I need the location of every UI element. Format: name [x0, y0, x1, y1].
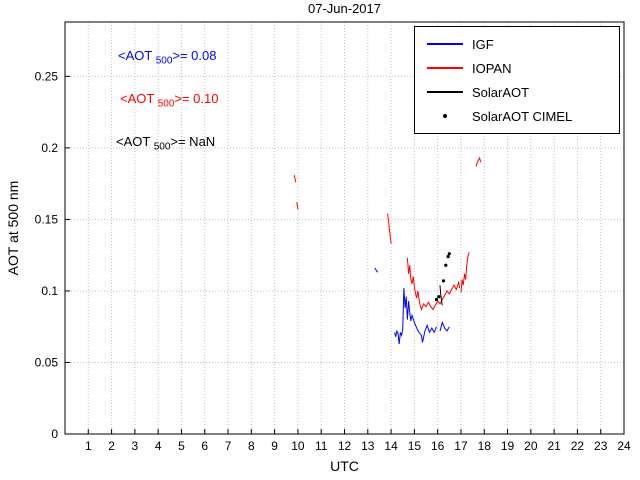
- annotation-subscript: 500: [157, 98, 175, 110]
- x-tick-label: 10: [291, 439, 305, 453]
- series-line-igf: [439, 320, 450, 332]
- series-dot-solaraot-cimel: [441, 279, 446, 283]
- annotation-solaraot-mean: <AOT 500>= NaN: [116, 134, 215, 153]
- series-line-iopan: [460, 252, 470, 293]
- x-tick-label: 5: [178, 439, 185, 453]
- series-line-igf: [374, 267, 379, 273]
- annotation-subscript: 500: [153, 141, 171, 153]
- annotation-text: >= 0.10: [174, 91, 219, 106]
- y-axis-label: AOT at 500 nm: [5, 180, 21, 276]
- annotation-text: <AOT: [120, 91, 158, 106]
- legend-item-solaraot: SolarAOT: [415, 80, 619, 104]
- legend-label: IOPAN: [472, 60, 512, 76]
- line-swatch-icon: [427, 67, 463, 69]
- line-swatch-icon: [427, 91, 463, 93]
- x-tick-label: 9: [271, 439, 278, 453]
- legend-item-igf: IGF: [415, 32, 619, 56]
- x-tick-label: 20: [524, 439, 538, 453]
- legend-box: IGF IOPAN SolarAOT SolarAOT CIMEL: [414, 26, 620, 134]
- x-tick-label: 6: [201, 439, 208, 453]
- x-tick-label: 4: [155, 439, 162, 453]
- x-tick-label: 13: [361, 439, 375, 453]
- annotation-subscript: 500: [155, 55, 173, 67]
- legend-item-iopan: IOPAN: [415, 56, 619, 80]
- x-tick-label: 7: [225, 439, 232, 453]
- annotation-text: <AOT: [116, 134, 154, 149]
- x-tick-label: 14: [384, 439, 398, 453]
- series-dot-solaraot-cimel: [434, 297, 439, 302]
- x-tick-label: 2: [108, 439, 115, 453]
- x-tick-label: 23: [594, 439, 608, 453]
- series-line-solaraot: [439, 285, 443, 306]
- y-tick-label: 0.1: [41, 284, 58, 298]
- annotation-text: <AOT: [118, 48, 156, 63]
- x-tick-label: 15: [408, 439, 422, 453]
- x-tick-label: 18: [478, 439, 492, 453]
- annotation-iopan-mean: <AOT 500>= 0.10: [120, 91, 219, 110]
- x-tick-label: 17: [454, 439, 468, 453]
- series-dot-solaraot-cimel: [446, 255, 450, 259]
- x-tick-label: 12: [338, 439, 352, 453]
- series-line-iopan: [387, 213, 392, 244]
- dot-swatch-icon: [443, 114, 447, 118]
- legend-swatch-box: [427, 32, 463, 56]
- series-line-iopan: [406, 257, 461, 312]
- x-tick-label: 8: [248, 439, 255, 453]
- series-dot-solaraot-cimel: [437, 295, 441, 299]
- legend-swatch-box: [427, 56, 463, 80]
- x-tick-label: 16: [431, 439, 445, 453]
- y-tick-label: 0.15: [35, 212, 59, 226]
- legend-item-solaraot-cimel: SolarAOT CIMEL: [415, 104, 619, 128]
- x-tick-label: 3: [132, 439, 139, 453]
- line-swatch-icon: [427, 43, 463, 45]
- legend-swatch-box: [427, 104, 463, 128]
- legend-label: IGF: [472, 36, 494, 52]
- x-axis-label: UTC: [330, 458, 359, 474]
- x-tick-label: 24: [617, 439, 631, 453]
- annotation-text: >= 0.08: [172, 48, 217, 63]
- x-tick-label: 11: [315, 439, 328, 453]
- x-tick-label: 19: [501, 439, 515, 453]
- series-dot-solaraot-cimel: [447, 252, 451, 256]
- legend-label: SolarAOT: [472, 84, 530, 100]
- legend-swatch-box: [427, 80, 463, 104]
- series-line-iopan: [296, 202, 299, 210]
- y-tick-label: 0.05: [35, 355, 59, 369]
- series-line-iopan: [293, 175, 297, 183]
- chart-title: 07-Jun-2017: [308, 1, 381, 16]
- annotation-text: >= NaN: [170, 134, 216, 149]
- x-tick-label: 22: [571, 439, 585, 453]
- series-line-igf: [394, 288, 437, 344]
- y-tick-label: 0.2: [41, 141, 58, 155]
- series-dot-solaraot-cimel: [444, 263, 448, 267]
- legend-label: SolarAOT CIMEL: [472, 108, 573, 124]
- annotation-igf-mean: <AOT 500>= 0.08: [118, 48, 217, 67]
- series-line-iopan: [475, 156, 482, 167]
- x-tick-label: 1: [85, 439, 92, 453]
- y-tick-label: 0.25: [35, 69, 59, 83]
- y-tick-label: 0: [51, 427, 58, 441]
- x-tick-label: 21: [547, 439, 561, 453]
